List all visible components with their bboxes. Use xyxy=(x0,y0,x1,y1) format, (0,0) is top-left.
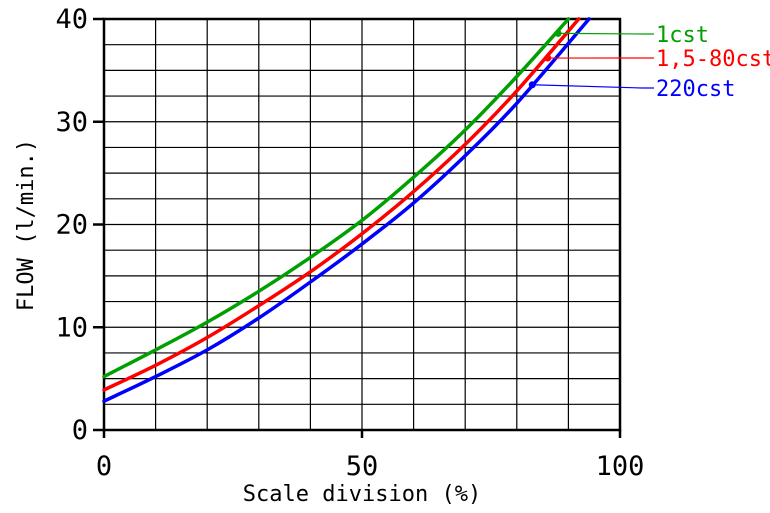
y-tick-label: 0 xyxy=(72,415,88,446)
y-tick-label: 20 xyxy=(55,210,88,241)
y-tick-label: 30 xyxy=(55,107,88,138)
series-line xyxy=(102,17,581,392)
x-tick-label: 0 xyxy=(96,451,112,482)
legend-label: 220cst xyxy=(656,77,735,102)
axes: 0 50 100 0 10 20 30 40 xyxy=(55,4,644,482)
series-line xyxy=(102,17,571,379)
y-tick-label: 10 xyxy=(55,312,88,343)
x-axis-title: Scale division (%) xyxy=(243,482,481,507)
x-tick-label: 50 xyxy=(346,451,379,482)
x-tick-label: 100 xyxy=(596,451,645,482)
y-tick-label: 40 xyxy=(55,4,88,35)
legend-label: 1cst xyxy=(656,23,709,48)
series-line xyxy=(102,17,591,403)
legend-leader-line xyxy=(532,84,654,89)
legend-leader-line xyxy=(558,32,654,35)
y-axis-title: FLOW (l/min.) xyxy=(14,139,39,311)
grid xyxy=(104,19,620,430)
series-group xyxy=(102,17,591,403)
legend-label: 1,5-80cst xyxy=(656,47,770,72)
